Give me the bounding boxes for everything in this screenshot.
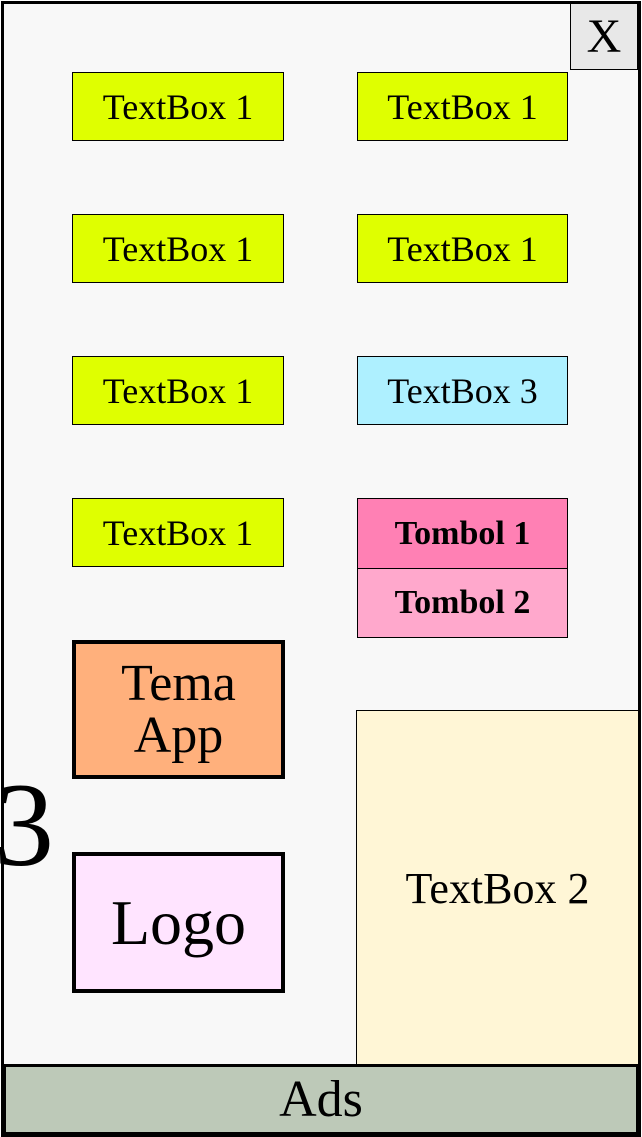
theme-label-line1: Tema <box>121 654 236 712</box>
tombol-1-button[interactable]: Tombol 1 <box>357 498 568 569</box>
theme-label-line2: App <box>133 706 224 764</box>
side-number: 3 <box>0 758 54 891</box>
textbox-1-right-row2[interactable]: TextBox 1 <box>357 214 568 283</box>
logo: Logo <box>72 852 285 993</box>
ads-banner[interactable]: Ads <box>3 1064 639 1135</box>
textbox-1-left-row4[interactable]: TextBox 1 <box>72 498 284 567</box>
textbox-1-left-row1[interactable]: TextBox 1 <box>72 72 284 141</box>
textbox-3[interactable]: TextBox 3 <box>357 356 568 425</box>
tombol-2-button[interactable]: Tombol 2 <box>357 568 568 638</box>
theme-app-button[interactable]: Tema App <box>72 640 285 779</box>
textbox-1-left-row2[interactable]: TextBox 1 <box>72 214 284 283</box>
textbox-2[interactable]: TextBox 2 <box>356 710 639 1066</box>
textbox-1-right-row1[interactable]: TextBox 1 <box>357 72 568 141</box>
close-button[interactable]: X <box>570 3 638 70</box>
textbox-1-left-row3[interactable]: TextBox 1 <box>72 356 284 425</box>
